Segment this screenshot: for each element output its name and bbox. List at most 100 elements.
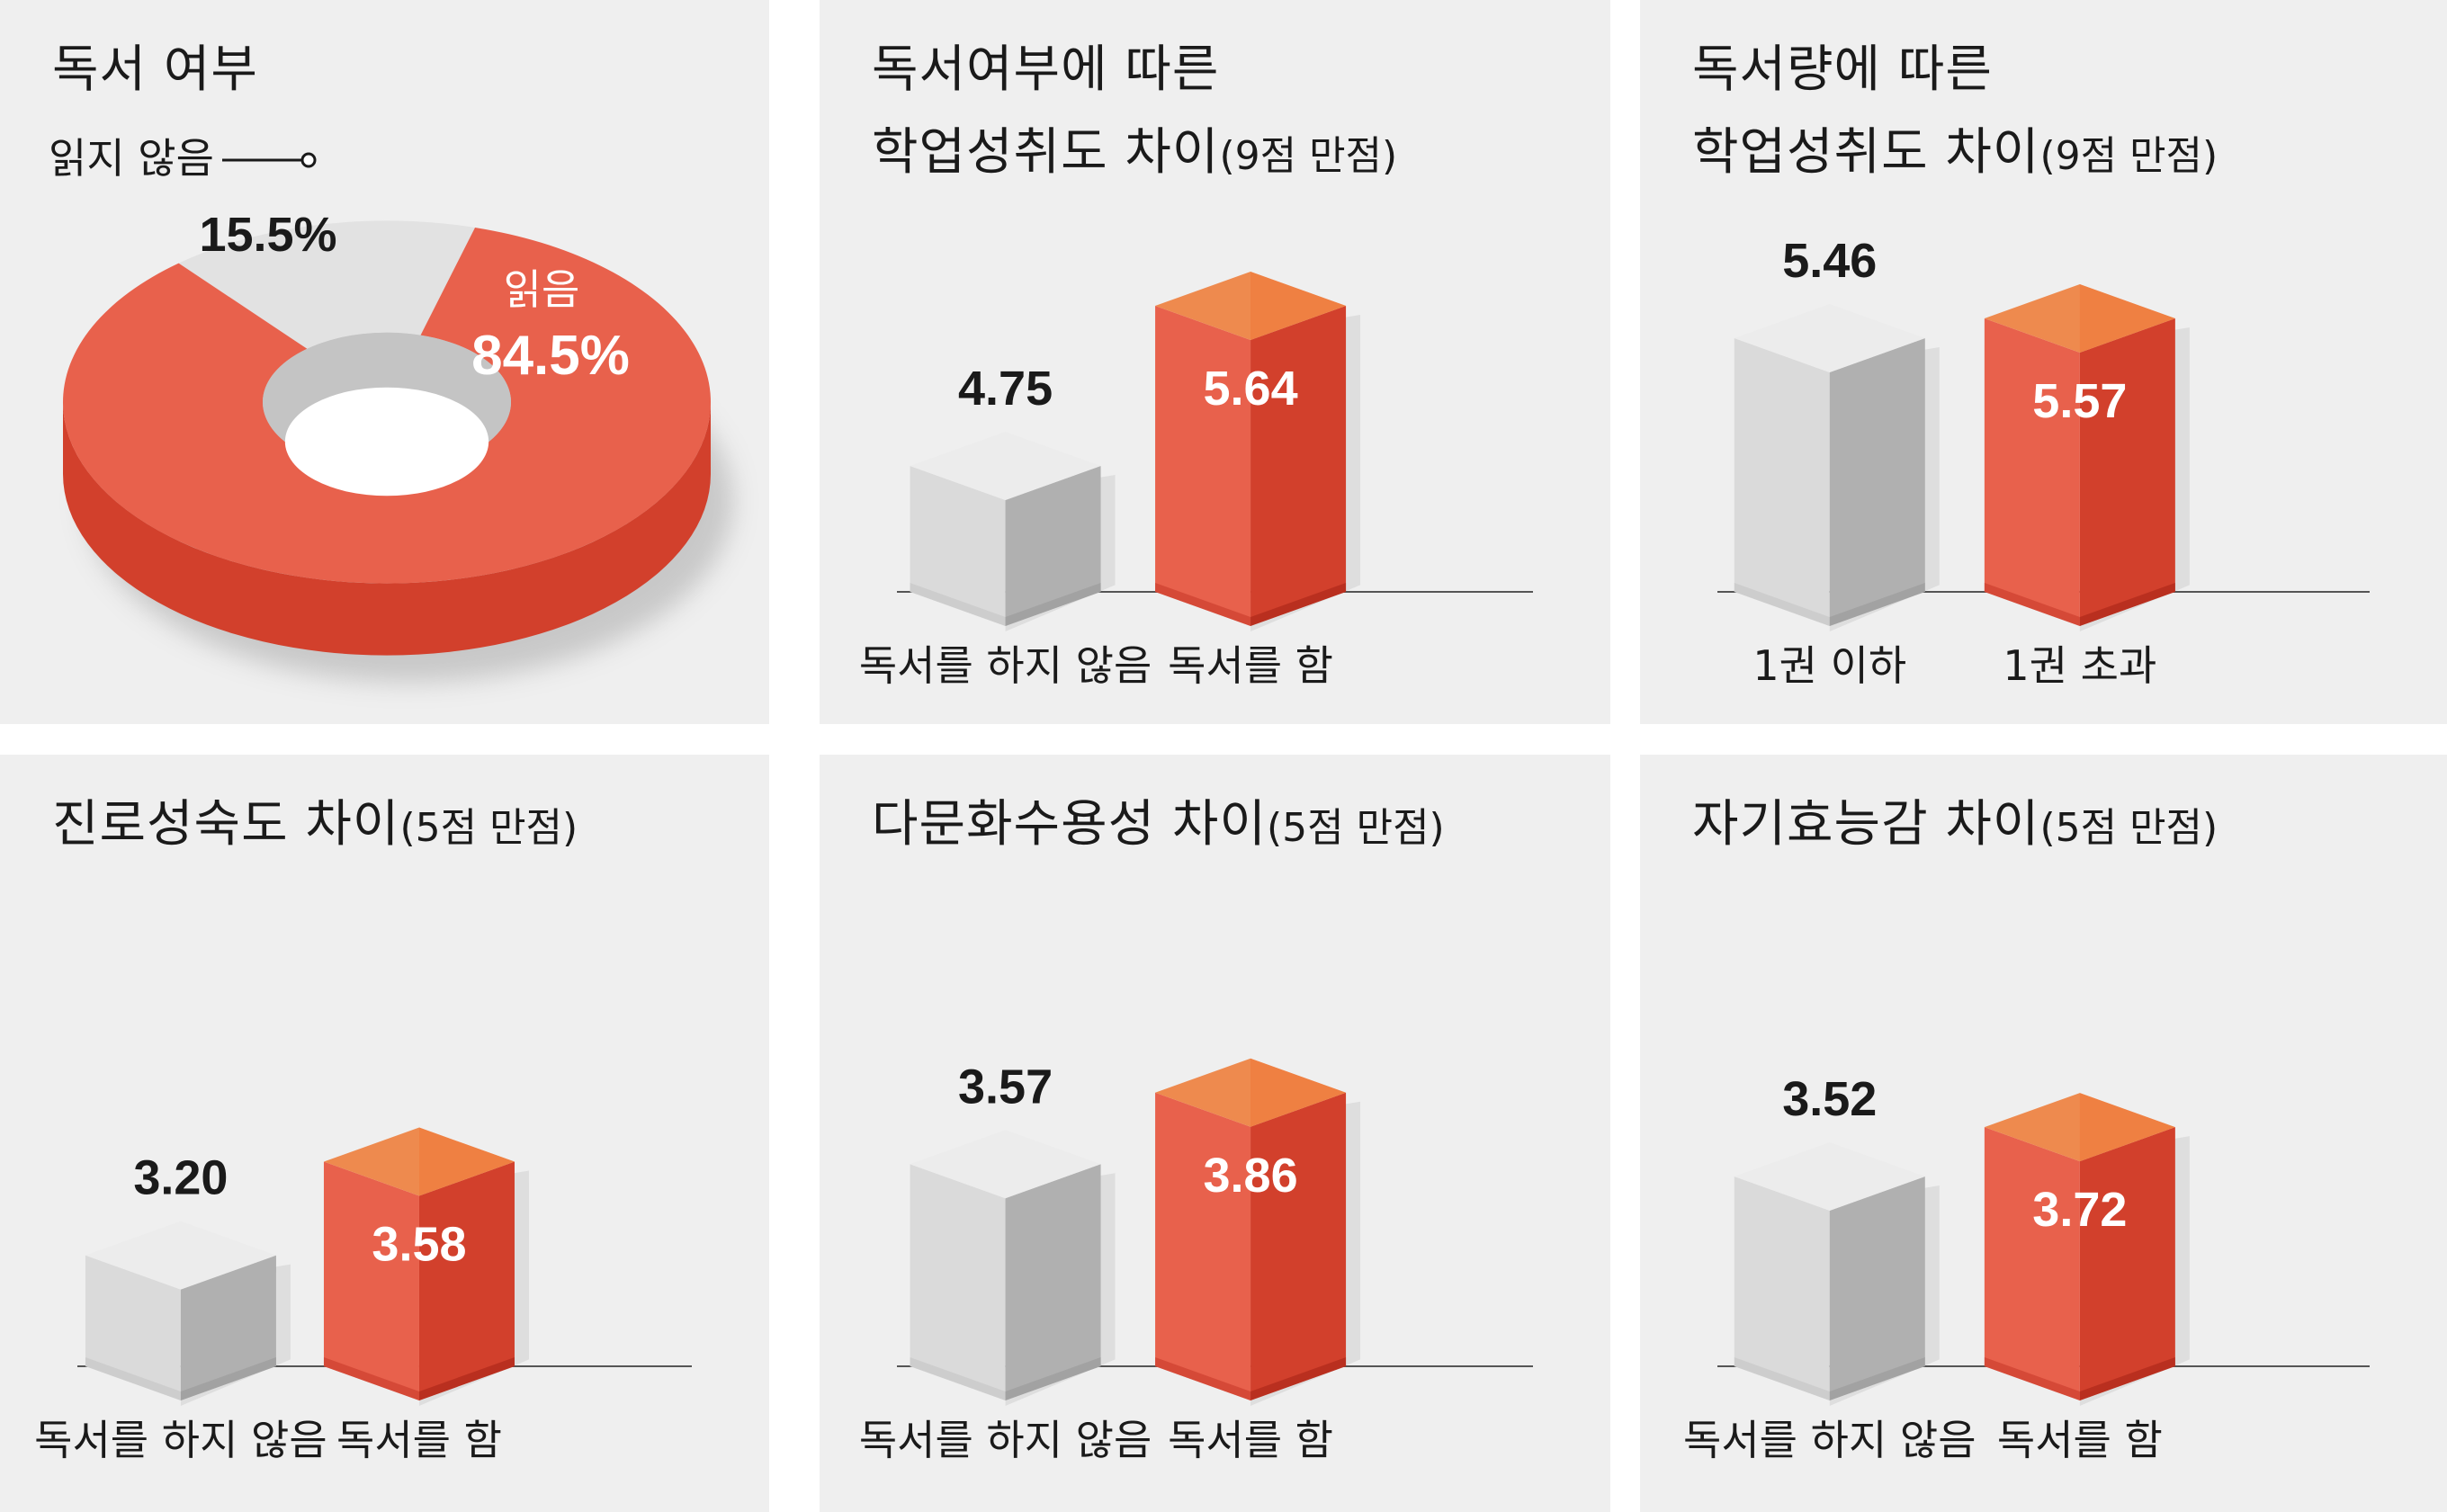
bar-1 [1984,284,2190,631]
title-line-2: 학업성취도 차이(9점 만점) [872,117,1397,192]
bar-face-left [323,1161,419,1400]
value-label: 5.64 [1204,362,1298,416]
panel-academic-by-reading: 독서여부에 따른 학업성취도 차이(9점 만점) 4.75 독서를 하지 않음 5.… [820,0,1610,724]
bar-face-right [1005,1164,1101,1400]
category-label: 1권 초과 [2003,641,2156,690]
bar-base-left [910,1357,1006,1400]
category-label: 독서를 함 [1168,641,1333,690]
title-main: 자기효능감 차이 [1692,795,2040,854]
bar-face-left [1984,318,2080,626]
bar-base-left [1984,1357,2080,1400]
panel-title: 독서량에 따른 학업성취도 차이(9점 만점) [1640,0,2447,216]
bar-face-right [1250,306,1347,626]
bar-base-right [1250,1357,1347,1400]
category-label: 독서를 하지 않음 [34,1416,327,1464]
value-label: 3.72 [2032,1183,2127,1237]
bar-top [1734,304,1925,372]
slice-value-read: 84.5% [471,325,630,387]
bar-base-left [1984,583,2080,626]
bar-face-left [910,466,1006,626]
bar-top-shade [418,1127,515,1196]
bar-base-right [2079,583,2175,626]
panel-title: 독서 여부 [0,0,769,216]
panel-title: 자기효능감 차이(5점 만점) [1640,755,2447,971]
bar-base-right [1250,583,1347,626]
bar-chart: 3.20 독서를 하지 않음 3.58 독서를 함 [34,1127,692,1464]
bar-face-right [2079,318,2175,626]
bar-face-left [1734,338,1830,626]
slice-label-read: 읽음 [504,265,580,314]
title-line-1: 독서량에 따른 [1692,40,1993,99]
bar-face-right [418,1161,515,1400]
bar-base-right [1829,1357,1925,1400]
value-label: 3.20 [133,1151,228,1205]
bar-0 [910,1130,1116,1406]
bar-base-left [323,1357,419,1400]
donut-slice-0 [178,220,476,349]
category-label: 독서를 하지 않음 [859,641,1152,690]
bar-chart: 3.52 독서를 하지 않음 3.72 독서를 함 [1683,1072,2370,1464]
panel-self-efficacy: 자기효능감 차이(5점 만점) 3.52 독서를 하지 않음 3.72 독서를 함 [1640,755,2447,1512]
bar-0 [85,1221,291,1406]
bar-face-left [1984,1127,2080,1400]
title-main: 학업성취도 차이 [1692,123,2040,182]
bar-0 [910,432,1116,631]
bar-1 [1155,1058,1361,1406]
title-subtitle: (9점 만점) [1219,133,1398,179]
bar-chart: 3.57 독서를 하지 않음 3.86 독서를 함 [859,1058,1533,1464]
value-label: 3.58 [372,1218,466,1272]
panel-career-maturity: 진로성숙도 차이(5점 만점) 3.20 독서를 하지 않음 3.58 독서를 함 [0,755,769,1512]
category-label: 독서를 함 [1997,1416,2163,1464]
panel-reading-status: 독서 여부 읽지 않음 15.5% 읽음 84.5% [0,0,769,724]
slice-value-not-read: 15.5% [199,208,336,262]
bar-face-right [2079,1127,2175,1400]
value-label: 3.86 [1204,1149,1298,1203]
donut-chart: 읽지 않음 15.5% 읽음 84.5% [49,134,733,683]
bar-base-right [1829,583,1925,626]
category-label: 독서를 하지 않음 [1683,1416,1976,1464]
bar-top [85,1221,276,1290]
category-label: 독서를 하지 않음 [859,1416,1152,1464]
panel-title: 다문화수용성 차이(5점 만점) [820,755,1610,971]
bar-face-left [910,1164,1006,1400]
donut-hole [284,387,489,497]
bar-face-left [85,1255,181,1400]
title-line: 다문화수용성 차이(5점 만점) [872,789,1445,864]
bar-face-right [1005,466,1101,626]
title-line-2: 학업성취도 차이(9점 만점) [1692,117,2218,192]
bar-face-left [1155,306,1251,626]
bar-1 [1984,1093,2190,1406]
bar-top-shade [2079,1093,2175,1162]
donut-wall-1 [63,402,711,656]
bar-face-left [1734,1176,1830,1400]
bar-face-right [1250,1092,1347,1400]
value-label: 3.52 [1782,1072,1877,1126]
bar-face-right [1829,338,1925,626]
donut-slice-1 [63,228,712,584]
panel-academic-by-amount: 독서량에 따른 학업성취도 차이(9점 만점) 5.46 1권 이하 5.57 1권 … [1640,0,2447,724]
bar-base-left [1734,1357,1830,1400]
bar-top-shade [1250,272,1347,340]
title-subtitle: (5점 만점) [1266,805,1445,851]
bar-top-shade [1250,1058,1347,1127]
title-main: 진로성숙도 차이 [52,795,400,854]
title-main: 다문화수용성 차이 [872,795,1267,854]
bar-base-left [1155,1357,1251,1400]
category-label: 독서를 함 [336,1416,502,1464]
bar-0 [1734,1141,1940,1406]
panel-title: 독서여부에 따른 학업성취도 차이(9점 만점) [820,0,1610,216]
bar-face-right [1829,1176,1925,1400]
bar-face-left [1155,1092,1251,1400]
bar-top-shade [2079,284,2175,353]
category-label: 독서를 함 [1168,1416,1333,1464]
bar-face-right [180,1255,276,1400]
bar-base-left [1734,583,1830,626]
panel-multicultural: 다문화수용성 차이(5점 만점) 3.57 독서를 하지 않음 3.86 독서를 함 [820,755,1610,1512]
slice-label-not-read: 읽지 않음 [49,134,214,183]
title-subtitle: (9점 만점) [2039,133,2218,179]
title-line-1: 독서여부에 따른 [872,40,1220,99]
value-label: 4.75 [958,362,1053,416]
bar-base-right [1005,1357,1101,1400]
bar-0 [1734,304,1940,631]
bar-base-left [1155,583,1251,626]
